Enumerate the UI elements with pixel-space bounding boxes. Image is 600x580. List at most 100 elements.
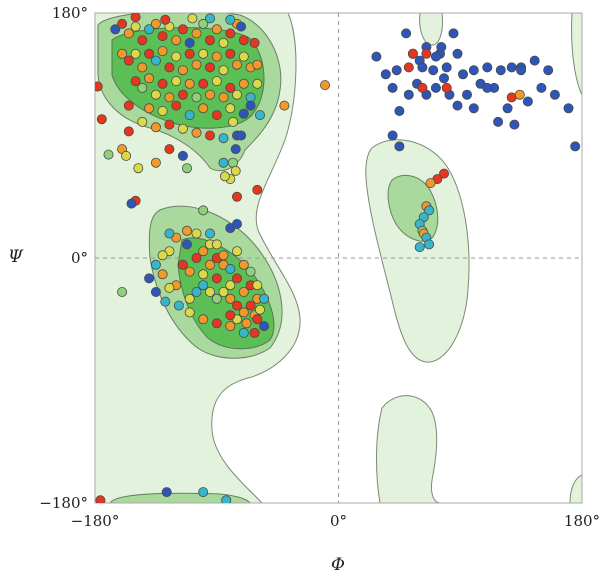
data-point [123,28,134,39]
data-point [514,89,525,100]
data-point [173,300,184,311]
data-point [245,100,256,111]
data-point [184,110,195,121]
zone-light-right-edge [571,13,582,96]
y-tick-label: 0° [71,249,88,267]
data-point [191,286,202,297]
data-point [117,286,128,297]
data-point [417,62,428,73]
data-point [238,51,249,62]
data-point [457,69,468,80]
data-point [218,92,229,103]
x-tick-label: 0° [330,512,347,530]
data-point [231,191,242,202]
data-point [438,73,449,84]
data-point [157,250,168,261]
data-point [164,144,175,155]
zone-mid-bottom-strip [109,492,251,503]
data-point [181,239,192,250]
data-point [254,304,265,315]
data-point [252,314,263,325]
data-point [130,21,141,32]
data-point [387,130,398,141]
data-point [126,198,137,209]
data-point [549,89,560,100]
data-point [150,122,161,133]
data-point [198,269,209,280]
data-point [468,103,479,114]
data-point [417,82,428,93]
data-point [211,318,222,329]
data-point [430,82,441,93]
data-point [252,280,263,291]
data-point [502,103,513,114]
data-point [177,123,188,134]
data-point [543,65,554,76]
axis-ticks: −180° 0° 180° 180° 0° −180° [39,4,600,530]
data-point [452,100,463,111]
data-point [252,78,263,89]
y-tick-label: −180° [39,494,88,512]
data-point [160,14,171,25]
data-point [191,92,202,103]
data-point [181,163,192,174]
data-point [441,82,452,93]
data-point [150,55,161,66]
data-point [380,69,391,80]
x-tick-label: 180° [564,512,600,530]
data-point [252,59,263,70]
data-point [157,31,168,42]
data-point [218,250,229,261]
data-point [177,89,188,100]
data-point [394,106,405,117]
y-axis-label: Ψ [8,247,24,267]
data-point [123,55,134,66]
data-point [130,13,141,23]
data-point [436,42,447,53]
data-point [137,62,148,73]
data-point [211,273,222,284]
data-point [218,37,229,48]
plot-area [94,12,583,504]
data-point [245,266,256,277]
data-point [570,141,581,152]
data-point [198,18,209,29]
data-point [171,100,182,111]
data-point [204,130,215,141]
data-point [184,48,195,59]
data-point [204,89,215,100]
data-point [184,293,195,304]
data-point [204,228,215,239]
data-point [468,65,479,76]
data-point [238,286,249,297]
data-point [249,37,260,48]
data-point [130,48,141,59]
data-point [225,82,236,93]
data-point [230,144,241,155]
data-point [191,228,202,239]
data-point [117,18,128,29]
data-point [225,14,236,25]
data-point [522,96,533,107]
data-point [231,300,242,311]
data-point [259,321,270,332]
data-point [171,76,182,87]
data-point [187,13,198,24]
data-point [164,282,175,293]
data-point [211,24,222,35]
data-point [225,280,236,291]
data-point [191,127,202,138]
data-point [184,307,195,318]
data-point [227,116,238,127]
zone-light-top-right [419,13,443,46]
data-point [164,62,175,73]
data-point [259,293,270,304]
data-point [198,48,209,59]
y-tick-label: 180° [52,4,88,22]
data-point [231,246,242,257]
data-point [225,310,236,321]
data-point [164,119,175,130]
data-point [403,89,414,100]
data-point [225,263,236,274]
